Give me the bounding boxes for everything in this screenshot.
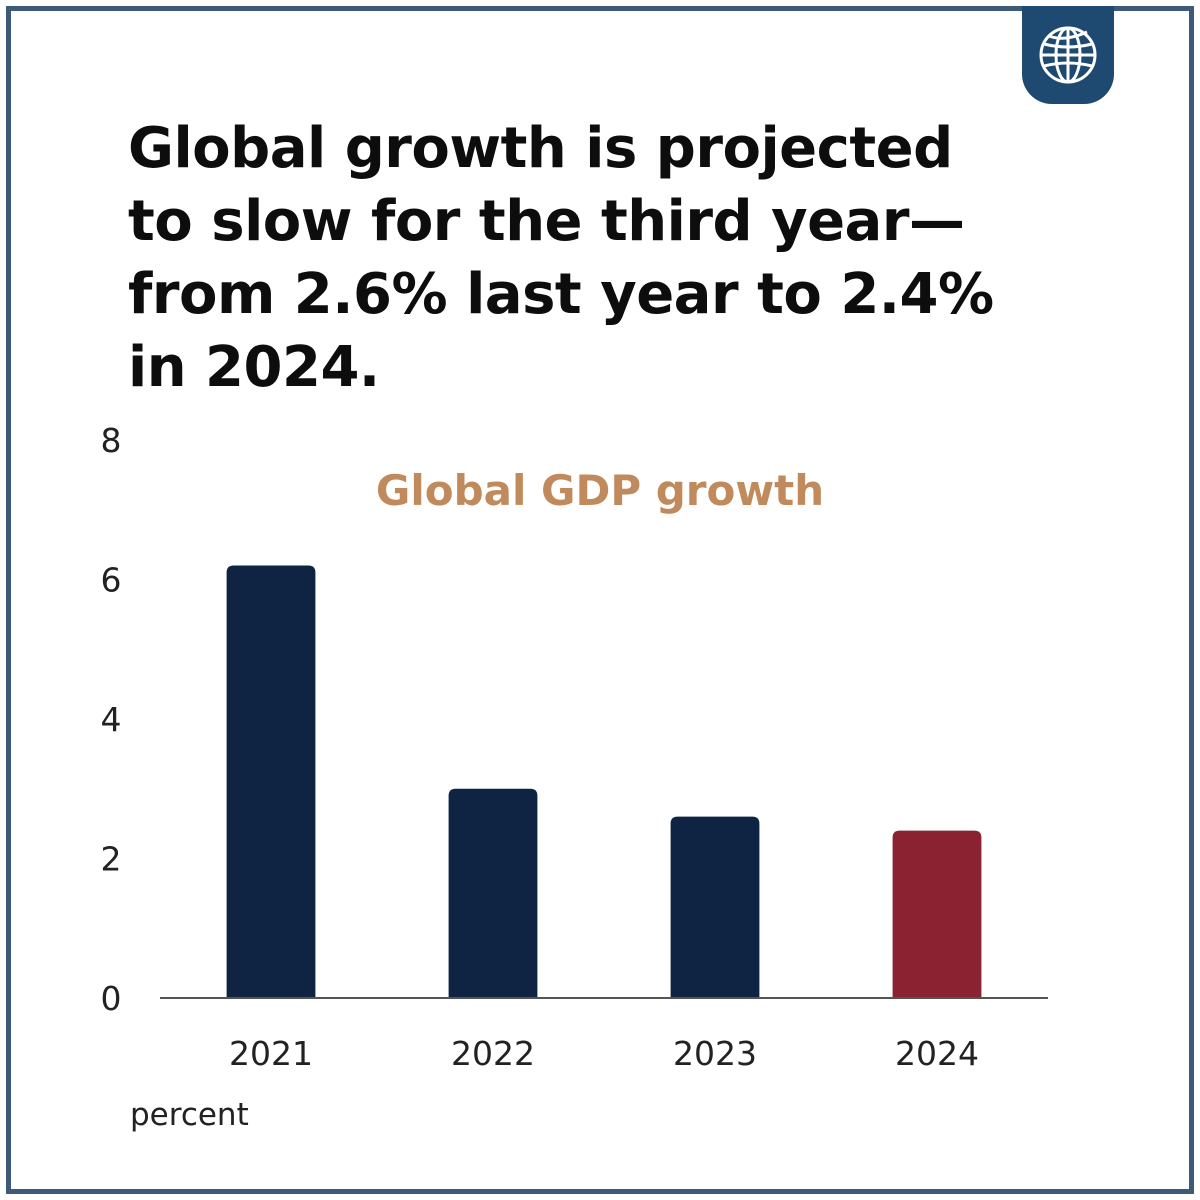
x-axis-labels: 2021 2022 2023 2024 bbox=[229, 1034, 979, 1073]
x-tick-label-2021: 2021 bbox=[229, 1034, 313, 1073]
y-tick-label: 0 bbox=[101, 979, 122, 1018]
headline: Global growth is projected to slow for t… bbox=[128, 112, 1088, 404]
y-axis-ticks: 0 2 4 6 8 bbox=[101, 421, 122, 1018]
x-tick-label-2022: 2022 bbox=[451, 1034, 535, 1073]
bar-2022 bbox=[448, 788, 538, 998]
headline-line-3: from 2.6% last year to 2.4% bbox=[128, 262, 994, 327]
bar-2023 bbox=[670, 816, 760, 998]
globe-icon bbox=[1039, 26, 1097, 84]
bar-2021 bbox=[226, 565, 316, 998]
headline-line-4: in 2024. bbox=[128, 335, 380, 400]
x-tick-label-2023: 2023 bbox=[673, 1034, 757, 1073]
unit-label: percent bbox=[130, 1097, 249, 1133]
headline-line-1: Global growth is projected bbox=[128, 116, 953, 181]
y-tick-label: 6 bbox=[101, 561, 122, 600]
chart-title: Global GDP growth bbox=[376, 466, 824, 515]
headline-line-2: to slow for the third year— bbox=[128, 189, 965, 254]
bar-series bbox=[226, 565, 982, 998]
y-tick-label: 4 bbox=[101, 700, 122, 739]
logo-badge bbox=[1022, 6, 1114, 104]
card-frame bbox=[6, 6, 1194, 1194]
bar-2024 bbox=[892, 830, 982, 998]
y-tick-label: 2 bbox=[101, 840, 122, 879]
y-tick-label: 8 bbox=[101, 421, 122, 460]
x-tick-label-2024: 2024 bbox=[895, 1034, 979, 1073]
